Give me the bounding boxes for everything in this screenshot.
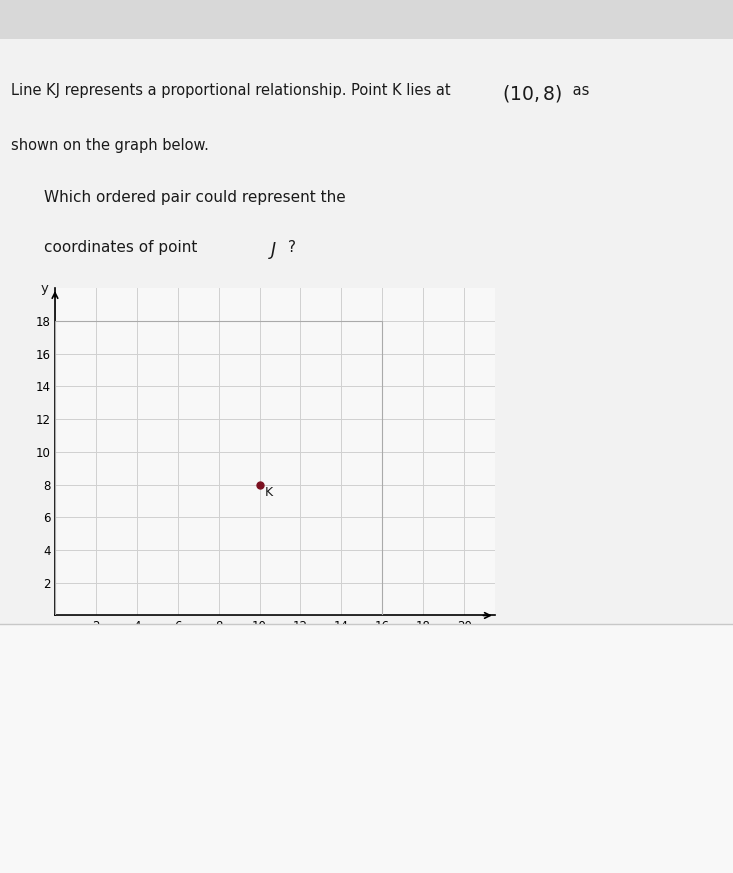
Text: Question: Question: [11, 25, 85, 40]
Text: (2.5 , 2): (2.5 , 2): [57, 779, 117, 794]
Text: (10 , 12.5): (10 , 12.5): [57, 711, 136, 726]
Text: $(10,8)$: $(10,8)$: [502, 83, 562, 104]
Text: ?: ?: [288, 240, 296, 255]
Text: Line KJ represents a proportional relationship. Point K lies at: Line KJ represents a proportional relati…: [11, 83, 455, 98]
Text: Submit Answer: Submit Answer: [534, 746, 653, 760]
Text: y: y: [41, 282, 48, 294]
Text: 0: 0: [35, 629, 43, 642]
Text: (2 , 2.5): (2 , 2.5): [321, 711, 381, 726]
Text: x: x: [491, 629, 498, 642]
Text: coordinates of point: coordinates of point: [44, 240, 202, 255]
Text: Which ordered pair could represent the: Which ordered pair could represent the: [44, 190, 346, 205]
Text: shown on the graph below.: shown on the graph below.: [11, 138, 209, 153]
FancyBboxPatch shape: [493, 731, 695, 774]
Text: (0.8 , 0): (0.8 , 0): [321, 779, 381, 794]
Text: $J$: $J$: [268, 240, 277, 261]
Text: as: as: [568, 83, 589, 98]
Text: K: K: [265, 486, 273, 499]
Bar: [55, 320, 383, 615]
Text: Answer: Answer: [29, 654, 93, 669]
